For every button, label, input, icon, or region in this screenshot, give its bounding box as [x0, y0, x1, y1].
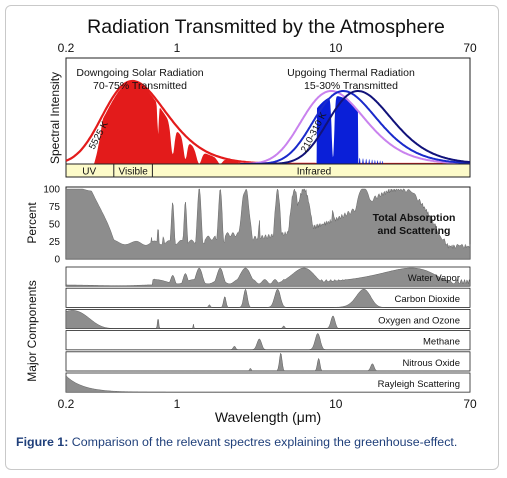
- solar-transmitted-area: [89, 81, 264, 164]
- major-components-ylabel: Major Components: [25, 280, 39, 381]
- component-label: Oxygen and Ozone: [378, 315, 460, 326]
- total-absorption-area: [65, 188, 471, 260]
- band-label-uv: UV: [82, 167, 96, 178]
- y-tick-0: 0: [54, 255, 60, 266]
- spectral-intensity-panel: Downgoing Solar Radiation 70-75% Transmi…: [48, 57, 471, 178]
- x-axis-label: Wavelength (μm): [215, 409, 321, 425]
- top-tick-label-3: 70: [463, 41, 477, 55]
- component-label: Rayleigh Scattering: [378, 379, 460, 390]
- component-label: Methane: [423, 337, 460, 348]
- thermal-transmitted-area: [311, 96, 384, 164]
- caption-text: Comparison of the relevant spectres expl…: [71, 435, 458, 449]
- figure-title: Radiation Transmitted by the Atmosphere: [87, 16, 445, 38]
- absorption-annotation-line-1: Total Absorption: [373, 212, 456, 224]
- band-label-infrared: Infrared: [297, 167, 331, 178]
- thermal-curve-260k: [240, 90, 470, 165]
- y-tick-100: 100: [43, 185, 60, 196]
- component-row-carbon-dioxide: Carbon Dioxide: [65, 287, 471, 308]
- component-absorption-area: [66, 352, 470, 372]
- figure-caption: Figure 1: Comparison of the relevant spe…: [16, 435, 492, 450]
- solar-subheading: 70-75% Transmitted: [93, 80, 187, 92]
- thermal-subheading: 15-30% Transmitted: [304, 80, 398, 92]
- band-label-visible: Visible: [119, 167, 149, 178]
- total-absorption-panel: Total Absorption and Scattering 100 75 5…: [25, 185, 471, 266]
- y-tick-50: 50: [49, 220, 61, 231]
- component-absorption-area: [66, 288, 470, 308]
- top-tick-label-2: 10: [329, 41, 343, 55]
- thermal-heading: Upgoing Thermal Radiation: [287, 67, 415, 79]
- component-label: Nitrous Oxide: [402, 358, 460, 369]
- component-row-rayleigh-scattering: Rayleigh Scattering: [65, 372, 471, 393]
- component-label: Carbon Dioxide: [395, 294, 460, 305]
- top-tick-label-1: 1: [174, 41, 181, 55]
- absorption-annotation-line-2: and Scattering: [378, 225, 451, 237]
- component-absorption-area: [65, 267, 471, 287]
- component-absorption-area: [65, 310, 470, 329]
- absorption-y-ticks: 100 75 50 25 0: [43, 185, 60, 266]
- component-row-frame: [65, 330, 471, 351]
- x-tick-label-2: 10: [329, 397, 343, 411]
- component-row-nitrous-oxide: Nitrous Oxide: [65, 351, 471, 372]
- x-tick-label-0: 0.2: [58, 397, 75, 411]
- band-strip: [65, 163, 471, 178]
- component-row-oxygen-and-ozone: Oxygen and Ozone: [65, 308, 471, 329]
- bottom-tick-labels: 0.2 1 10 70: [58, 397, 477, 411]
- spectral-intensity-ylabel: Spectral Intensity: [48, 72, 62, 164]
- top-tick-labels: 0.2 1 10 70: [58, 41, 477, 55]
- major-components-panel: Water Vapor Carbon Dioxide Oxygen and Ozon…: [25, 266, 471, 393]
- thermal-curve-210k: [240, 90, 470, 165]
- x-tick-label-3: 70: [463, 397, 477, 411]
- percent-ylabel: Percent: [25, 202, 39, 244]
- component-row-methane: Methane: [65, 330, 471, 351]
- component-absorption-area: [65, 375, 470, 393]
- component-label: Water Vapor: [408, 273, 460, 284]
- component-row-water-vapor: Water Vapor: [65, 266, 471, 287]
- component-absorption-area: [66, 333, 470, 350]
- y-tick-25: 25: [49, 237, 61, 248]
- solar-heading: Downgoing Solar Radiation: [76, 67, 203, 79]
- x-tick-label-1: 1: [174, 397, 181, 411]
- top-tick-label-0: 0.2: [58, 41, 75, 55]
- caption-label: Figure 1:: [16, 435, 69, 449]
- y-tick-75: 75: [49, 202, 61, 213]
